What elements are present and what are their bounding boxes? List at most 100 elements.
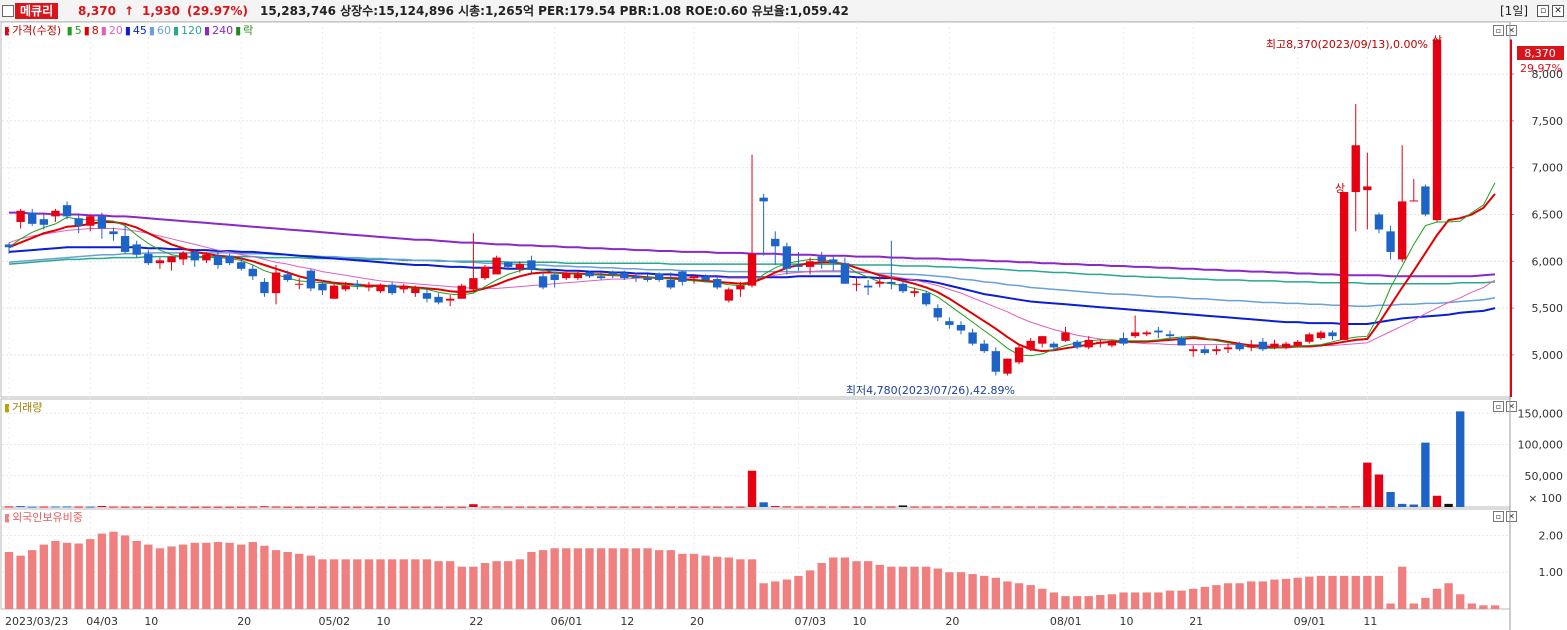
ma-legend-label[interactable]: 60 — [156, 24, 171, 37]
candle-body — [805, 261, 815, 267]
candle-body — [631, 276, 641, 279]
volume-bar — [747, 470, 757, 507]
candle-body — [829, 259, 838, 264]
foreign-ownership-bar — [109, 531, 118, 609]
candle-body — [457, 285, 466, 299]
candle-body — [1038, 336, 1047, 344]
pane-frame — [0, 22, 1511, 398]
foreign-pane-minimize-icon[interactable]: ▫ — [1493, 511, 1504, 522]
ma-legend-label[interactable]: 120 — [181, 24, 203, 37]
volume-bar — [980, 506, 989, 508]
ma-legend-label[interactable]: 락 — [243, 24, 254, 37]
candle-body — [28, 212, 37, 224]
candle-body — [306, 270, 316, 289]
candle-body — [956, 324, 966, 331]
ma-legend-label[interactable]: 45 — [132, 24, 147, 37]
volume-bar — [341, 506, 350, 508]
candle-body — [1142, 332, 1151, 335]
candle-body — [1374, 214, 1384, 230]
volume-bar — [527, 506, 536, 508]
candle-body — [109, 231, 118, 235]
candle-body — [4, 244, 14, 248]
ma-legend-label[interactable]: 240 — [212, 24, 234, 37]
volume-tick-label: 50,000 — [1525, 470, 1564, 483]
candle-body — [573, 274, 583, 279]
price-change-percent: (29.97%) — [187, 4, 248, 18]
price-tick-label: 7,000 — [1532, 162, 1564, 175]
candle-body — [701, 276, 710, 281]
date-tick-label: 21 — [1189, 615, 1203, 628]
candle-body — [353, 283, 362, 286]
price-pane-minimize-icon[interactable]: ▫ — [1493, 25, 1504, 36]
foreign-ownership-bar — [527, 551, 536, 609]
foreign-ownership-bar — [689, 553, 699, 609]
date-tick-label: 11 — [1363, 615, 1377, 628]
candle-body — [422, 293, 432, 299]
foreign-ownership-bar — [620, 548, 629, 609]
close-icon[interactable]: ✕ — [1552, 5, 1564, 17]
stock-stats: 15,283,746 상장수:15,124,896 시총:1,265억 PER:… — [260, 4, 849, 18]
foreign-ownership-bar — [1107, 594, 1117, 609]
period-selector[interactable]: [1일] — [1500, 4, 1529, 18]
foreign-ownership-bar — [144, 544, 153, 609]
foreign-pane-close-icon[interactable]: ✕ — [1506, 511, 1517, 522]
volume-bar — [480, 506, 490, 508]
volume-bar — [585, 506, 594, 508]
ma-legend-marker: ▮ — [124, 24, 131, 37]
volume-bar — [1084, 506, 1093, 508]
ma-legend-label[interactable]: 5 — [74, 24, 82, 37]
candle-body — [1305, 334, 1314, 342]
foreign-ownership-bar — [747, 559, 757, 609]
volume-bar — [933, 506, 942, 508]
candle-body — [1386, 231, 1395, 252]
foreign-ownership-bar — [1479, 605, 1488, 609]
volume-bar — [1014, 506, 1024, 508]
volume-bar — [1026, 506, 1035, 508]
maximize-icon[interactable]: ▫ — [1537, 5, 1549, 17]
foreign-ownership-bar — [1154, 592, 1163, 609]
candle-body — [132, 244, 141, 255]
volume-bar — [16, 506, 25, 508]
volume-tick-label: 150,000 — [1518, 407, 1564, 420]
volume-bar — [422, 506, 432, 508]
candle-body — [74, 218, 83, 226]
candle-body — [190, 251, 199, 261]
candle-body — [480, 266, 490, 279]
volume-bar — [1374, 474, 1384, 507]
candle-body — [863, 285, 873, 288]
foreign-ownership-bar — [260, 545, 269, 609]
foreign-ownership-bar — [364, 559, 374, 609]
foreign-ownership-bar — [701, 555, 710, 609]
date-tick-label: 20 — [237, 615, 251, 628]
volume-bar — [1165, 506, 1175, 508]
volume-pane-close-icon[interactable]: ✕ — [1506, 401, 1517, 412]
ma-legend-label[interactable]: 8 — [91, 24, 99, 37]
candle-body — [736, 285, 745, 290]
foreign-ownership-bar — [1142, 592, 1151, 609]
foreign-ownership-bar — [51, 540, 60, 609]
foreign-ownership-bar — [805, 570, 815, 609]
volume-bar — [504, 506, 513, 508]
foreign-ownership-bar — [1316, 575, 1326, 609]
ma-legend-label[interactable]: 20 — [108, 24, 123, 37]
stock-name[interactable]: 메큐리 — [15, 3, 59, 19]
foreign-ownership-bar — [155, 548, 165, 609]
volume-bar — [1072, 506, 1082, 508]
candle-body — [585, 272, 594, 277]
candle-body — [852, 283, 861, 285]
candle-body — [620, 272, 629, 279]
foreign-ownership-bar — [1328, 575, 1337, 609]
volume-bar — [1339, 506, 1349, 508]
stock-chart[interactable]: 5,000 5,500 6,000 6,500 7,000 7,500 8,000 2023/… — [0, 22, 1567, 630]
foreign-ownership-bar — [840, 557, 850, 609]
volume-bar — [1142, 506, 1151, 508]
volume-bar — [596, 506, 606, 508]
candle-body — [782, 246, 792, 269]
select-checkbox[interactable] — [2, 5, 14, 17]
foreign-ownership-bar — [411, 559, 420, 609]
price-legend-marker: ▮ — [4, 24, 11, 37]
volume-pane-minimize-icon[interactable]: ▫ — [1493, 401, 1504, 412]
foreign-ownership-bar — [504, 561, 513, 609]
candle-body — [260, 281, 269, 294]
price-pane-close-icon[interactable]: ✕ — [1506, 25, 1517, 36]
